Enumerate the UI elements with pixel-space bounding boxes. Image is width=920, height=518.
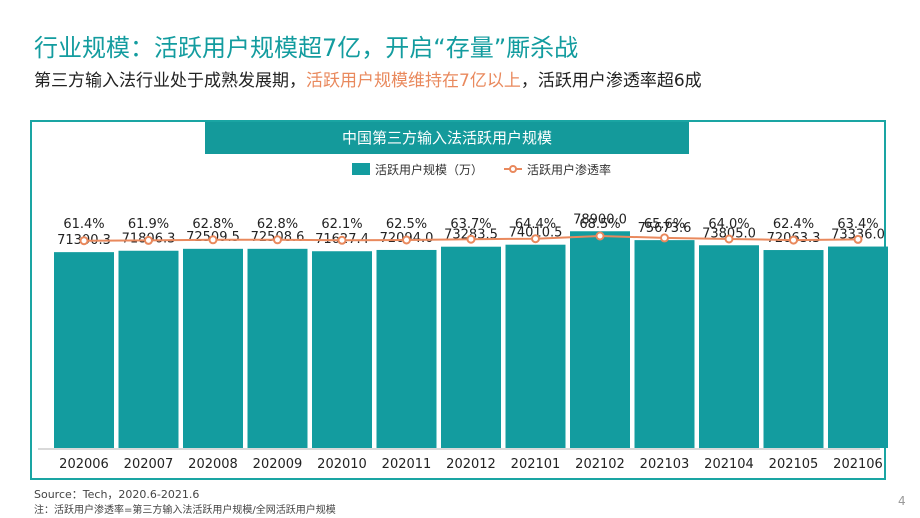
rate-point	[144, 235, 153, 245]
rate-point	[79, 236, 89, 246]
x-tick-label: 202101	[511, 457, 561, 472]
x-tick-label: 202105	[769, 457, 819, 472]
page-number: 4	[898, 494, 906, 508]
bar-value-label: 75673.6	[638, 221, 692, 236]
rate-value-label: 62.1%	[321, 217, 362, 232]
legend-swatch-bars	[352, 163, 370, 175]
rate-value-label: 68.5%	[579, 217, 620, 232]
rate-point	[337, 235, 347, 245]
subtitle-part1: 第三方输入法行业处于成熟发展期，	[34, 71, 306, 91]
rate-value-label: 63.7%	[450, 217, 491, 232]
subtitle-highlight: 活跃用户规模维持在7亿以上	[306, 71, 521, 91]
subtitle-part2: ，活跃用户渗透率超6成	[520, 71, 702, 91]
rate-value-label: 62.8%	[257, 217, 298, 232]
legend-swatch-marker	[509, 165, 517, 173]
rate-point	[853, 234, 863, 244]
rate-point	[273, 235, 282, 245]
rate-value-label: 62.8%	[192, 217, 233, 232]
rate-point	[402, 235, 411, 245]
x-tick-label: 202009	[253, 457, 303, 472]
bar	[54, 252, 114, 448]
x-tick-label: 202007	[124, 457, 174, 472]
rate-point	[208, 235, 218, 245]
rate-point	[595, 231, 605, 241]
source-text: Source：Tech，2020.6-2021.6	[34, 488, 200, 501]
rate-value-label: 62.5%	[386, 217, 427, 232]
x-tick-label: 202006	[59, 457, 109, 472]
rate-point	[789, 235, 798, 245]
x-tick-label: 202104	[704, 457, 754, 472]
bar	[634, 240, 695, 448]
bar	[699, 245, 759, 448]
rate-point	[531, 234, 540, 244]
bar	[441, 246, 501, 448]
bar	[828, 246, 888, 448]
chart-title: 中国第三方输入法活跃用户规模	[205, 122, 689, 154]
bar	[183, 248, 243, 448]
rate-value-label: 64.4%	[515, 217, 556, 232]
bar-value-label: 74010.5	[509, 226, 563, 241]
bar	[247, 248, 308, 448]
bar	[312, 251, 372, 448]
bar-value-label: 78900.0	[573, 212, 627, 227]
note-text: 注：活跃用户渗透率=第三方输入法活跃用户规模/全网活跃用户规模	[34, 505, 336, 516]
bar	[570, 231, 630, 448]
x-axis-baseline	[38, 448, 880, 450]
x-tick-label: 202106	[833, 457, 883, 472]
slide-title: 行业规模：活跃用户规模超7亿，开启“存量”厮杀战	[34, 34, 579, 62]
x-tick-label: 202102	[575, 457, 625, 472]
x-tick-label: 202011	[382, 457, 432, 472]
legend-label-line: 活跃用户渗透率	[527, 162, 611, 177]
bar	[376, 249, 437, 448]
bar-value-label: 73805.0	[702, 226, 756, 241]
bar	[763, 250, 824, 448]
bar	[118, 250, 179, 448]
bar	[505, 244, 566, 448]
rate-point	[466, 234, 476, 244]
rate-value-label: 62.4%	[773, 217, 814, 232]
x-tick-label: 202010	[317, 457, 367, 472]
rate-value-label: 64.0%	[708, 217, 749, 232]
legend-label-bars: 活跃用户规模（万）	[375, 162, 483, 177]
rate-point	[660, 233, 669, 243]
rate-value-label: 61.9%	[128, 217, 169, 232]
rate-point	[724, 234, 734, 244]
x-tick-label: 202012	[446, 457, 496, 472]
x-tick-label: 202008	[188, 457, 238, 472]
rate-value-label: 63.4%	[837, 217, 878, 232]
x-tick-label: 202103	[640, 457, 690, 472]
rate-value-label: 65.6%	[644, 217, 685, 232]
rate-value-label: 61.4%	[63, 217, 104, 232]
slide-subtitle: 第三方输入法行业处于成熟发展期，活跃用户规模维持在7亿以上，活跃用户渗透率超6成	[34, 66, 702, 91]
